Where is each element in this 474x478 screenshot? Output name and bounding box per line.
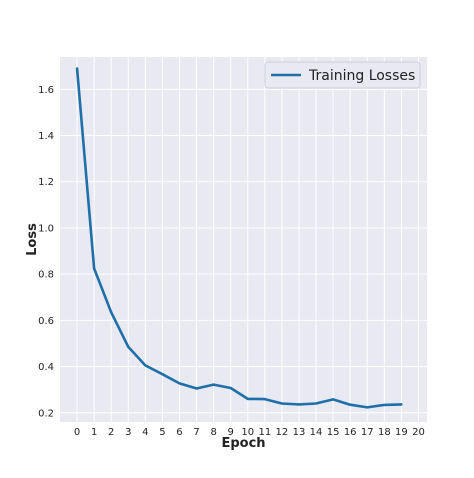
x-tick-label: 10 xyxy=(241,427,254,438)
y-tick-label: 1.2 xyxy=(38,177,54,188)
training-loss-line xyxy=(75,67,403,409)
y-tick-label: 0.6 xyxy=(38,316,54,327)
x-tick-label: 17 xyxy=(361,427,374,438)
y-tick-label: 1.6 xyxy=(38,85,54,96)
x-tick-label: 12 xyxy=(276,427,289,438)
tick-labels: 0 1 2 3 4 5 6 7 8 9 10 11 12 13 14 15 16 17 18 19 200.20.40.… xyxy=(38,85,425,438)
x-tick-label: 11 xyxy=(258,427,271,438)
x-tick-label: 3 xyxy=(125,427,131,438)
x-tick-label: 20 xyxy=(412,427,425,438)
x-tick-label: 1 xyxy=(91,427,97,438)
x-tick-label: 18 xyxy=(378,427,391,438)
x-tick-label: 2 xyxy=(108,427,114,438)
y-tick-label: 0.4 xyxy=(38,362,54,373)
y-tick-label: 1.0 xyxy=(38,223,54,234)
x-tick-label: 0 xyxy=(74,427,80,438)
x-tick-label: 4 xyxy=(142,427,148,438)
plot-area xyxy=(60,57,427,422)
x-tick-label: 8 xyxy=(210,427,216,438)
grid xyxy=(60,57,427,422)
legend: Training Losses xyxy=(264,61,421,89)
y-tick-label: 0.2 xyxy=(38,408,54,419)
series-layer xyxy=(75,67,403,409)
legend-box xyxy=(264,61,421,89)
x-tick-label: 7 xyxy=(193,427,199,438)
y-tick-label: 0.8 xyxy=(38,270,54,281)
legend-label: Training Losses xyxy=(308,68,415,84)
x-tick-label: 6 xyxy=(176,427,182,438)
x-tick-label: 5 xyxy=(159,427,165,438)
x-tick-label: 15 xyxy=(327,427,340,438)
y-axis-label: Loss xyxy=(25,223,40,256)
x-tick-label: 9 xyxy=(228,427,234,438)
y-tick-label: 1.4 xyxy=(38,131,54,142)
x-axis-label: Epoch xyxy=(221,436,265,451)
x-tick-label: 16 xyxy=(344,427,357,438)
x-tick-label: 13 xyxy=(293,427,306,438)
x-tick-label: 19 xyxy=(395,427,408,438)
x-tick-label: 14 xyxy=(310,427,323,438)
